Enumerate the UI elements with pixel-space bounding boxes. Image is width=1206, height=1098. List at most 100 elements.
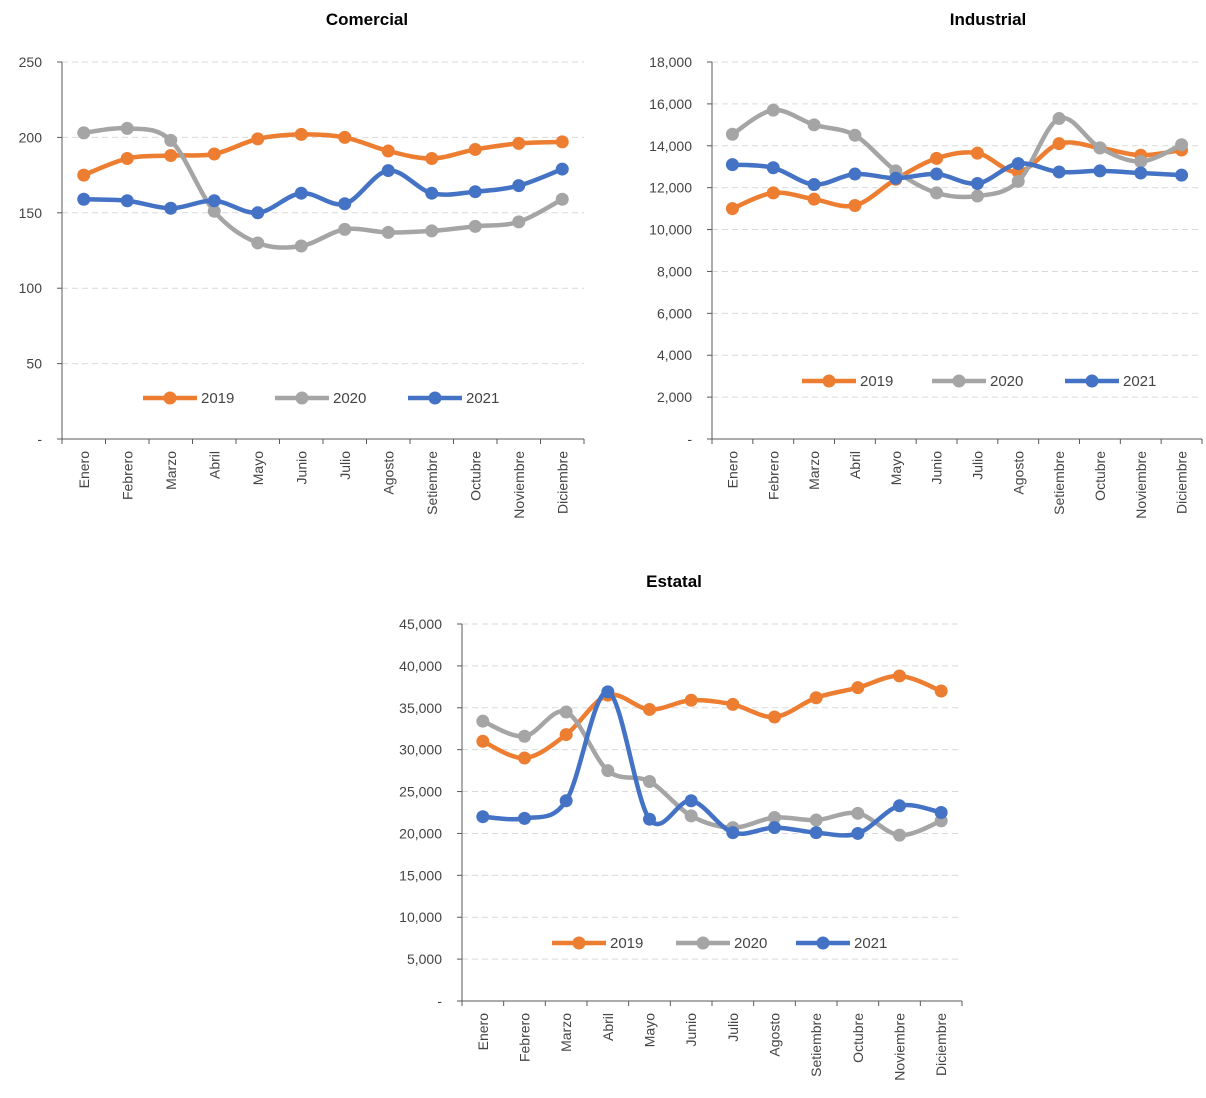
data-point-2019 — [251, 132, 265, 146]
y-tick-label: 10,000 — [399, 909, 442, 925]
data-point-2020 — [555, 192, 569, 206]
data-point-2019 — [468, 142, 482, 156]
data-point-2020 — [77, 126, 91, 140]
data-point-2019 — [768, 710, 781, 724]
data-point-2021 — [1175, 168, 1189, 182]
data-point-2019 — [338, 130, 352, 144]
legend-label: 2019 — [860, 373, 893, 390]
legend-swatch-marker — [572, 936, 586, 950]
data-point-2021 — [381, 164, 395, 178]
legend-label: 2021 — [1123, 373, 1156, 390]
data-point-2020 — [294, 239, 308, 253]
x-tick-label: Setiembre — [808, 1013, 824, 1077]
data-point-2021 — [512, 179, 526, 193]
data-point-2019 — [725, 202, 739, 216]
data-point-2020 — [381, 225, 395, 239]
data-point-2020 — [512, 215, 526, 229]
data-point-2020 — [848, 128, 862, 142]
data-point-2021 — [1134, 166, 1148, 180]
data-point-2021 — [809, 826, 823, 840]
legend-label: 2019 — [610, 935, 643, 952]
legend-label: 2020 — [990, 373, 1023, 390]
legend-swatch-marker — [816, 936, 830, 950]
data-point-2020 — [425, 224, 439, 238]
data-point-2021 — [164, 201, 178, 215]
x-tick-label: Enero — [76, 451, 92, 489]
data-point-2019 — [970, 146, 984, 160]
data-point-2021 — [207, 194, 221, 208]
x-tick-label: Agosto — [380, 451, 396, 495]
x-tick-label: Abril — [206, 451, 222, 479]
data-point-2020 — [1134, 154, 1148, 168]
x-tick-label: Febrero — [517, 1013, 533, 1062]
legend-entry-2020: 2020 — [932, 373, 1023, 390]
data-point-2020 — [338, 222, 352, 236]
data-point-2020 — [725, 127, 739, 141]
legend-label: 2020 — [333, 390, 366, 407]
data-point-2019 — [848, 198, 862, 212]
x-tick-label: Agosto — [767, 1013, 783, 1057]
data-point-2020 — [251, 236, 265, 250]
data-point-2019 — [77, 168, 91, 182]
x-tick-label: Junio — [929, 451, 945, 485]
legend-entry-2020: 2020 — [676, 935, 767, 952]
series-line-2019 — [81, 132, 565, 178]
data-point-2021 — [1011, 157, 1025, 171]
data-point-2021 — [893, 799, 906, 813]
legend-entry-2019: 2019 — [552, 935, 643, 952]
data-point-2020 — [164, 133, 178, 147]
data-point-2019 — [766, 186, 780, 200]
data-point-2021 — [251, 206, 265, 220]
series-line-2021 — [730, 161, 1184, 187]
data-point-2021 — [555, 162, 569, 176]
x-tick-label: Febrero — [765, 451, 781, 500]
x-tick-label: Marzo — [163, 451, 179, 490]
x-tick-label: Enero — [724, 451, 740, 489]
data-point-2019 — [294, 127, 308, 141]
data-point-2020 — [468, 219, 482, 233]
legend-label: 2021 — [466, 390, 499, 407]
data-point-2019 — [476, 734, 490, 748]
y-tick-label: 10,000 — [649, 222, 692, 238]
y-tick-label: 30,000 — [399, 742, 442, 758]
x-tick-label: Marzo — [806, 451, 822, 490]
legend-swatch-marker — [822, 374, 836, 388]
legend-entry-2021: 2021 — [1065, 373, 1156, 390]
data-point-2021 — [468, 185, 482, 199]
y-tick-label: 12,000 — [649, 180, 692, 196]
legend-swatch-marker — [1085, 374, 1099, 388]
x-tick-label: Mayo — [250, 451, 266, 485]
chart-title: Estatal — [646, 572, 702, 591]
data-point-2021 — [120, 194, 134, 208]
data-point-2019 — [512, 136, 526, 150]
y-tick-label: - — [37, 431, 42, 447]
data-point-2020 — [851, 806, 865, 820]
data-point-2019 — [207, 147, 221, 161]
data-point-2020 — [766, 103, 780, 117]
data-point-2020 — [559, 705, 573, 719]
data-point-2019 — [425, 152, 439, 166]
data-point-2019 — [807, 192, 821, 206]
y-tick-label: 200 — [19, 129, 43, 145]
data-point-2021 — [684, 794, 698, 808]
data-point-2020 — [1011, 174, 1025, 188]
x-tick-label: Abril — [600, 1013, 616, 1041]
data-point-2021 — [766, 161, 780, 175]
y-tick-label: 15,000 — [399, 867, 442, 883]
x-tick-label: Enero — [475, 1013, 491, 1051]
y-tick-label: 45,000 — [399, 616, 442, 632]
legend-entry-2019: 2019 — [802, 373, 893, 390]
data-point-2021 — [768, 821, 781, 835]
data-point-2019 — [726, 697, 740, 711]
data-point-2020 — [768, 811, 781, 825]
x-tick-label: Octubre — [850, 1013, 866, 1063]
y-tick-label: 4,000 — [657, 347, 692, 363]
data-point-2019 — [555, 135, 569, 149]
y-tick-label: 5,000 — [407, 951, 442, 967]
data-point-2020 — [207, 204, 221, 218]
y-tick-label: 25,000 — [399, 784, 442, 800]
x-tick-label: Diciembre — [554, 451, 570, 514]
chart-industrial: Industrial - 2,000 4,000 6,000 8,000 10,000 12,… — [649, 10, 1203, 519]
legend-entry-2019: 2019 — [143, 390, 234, 407]
data-point-2020 — [930, 186, 944, 200]
